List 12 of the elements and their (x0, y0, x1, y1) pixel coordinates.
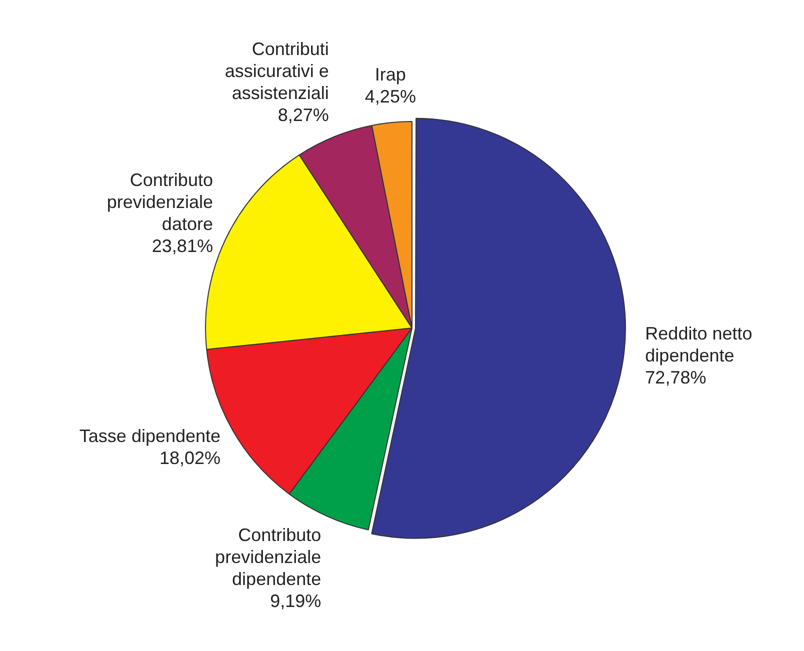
slice-label: Contributi assicurativi e assistenziali (224, 38, 329, 103)
data-label: 8,27% (278, 104, 329, 125)
data-label: 9,19% (270, 590, 322, 611)
data-label: 4,25% (364, 86, 416, 107)
slice-label: Reddito netto dipendente (645, 323, 752, 366)
data-label: 18,02% (159, 448, 221, 468)
slice-label: Contributo previdenziale dipendente (215, 524, 322, 589)
data-label: 23,81% (152, 236, 213, 256)
slice-label: Tasse dipendente (79, 426, 221, 446)
data-label: 72,78% (645, 367, 706, 388)
slice-label: Contributo previdenziale datore (106, 170, 213, 234)
slice-label: Irap (374, 64, 406, 85)
